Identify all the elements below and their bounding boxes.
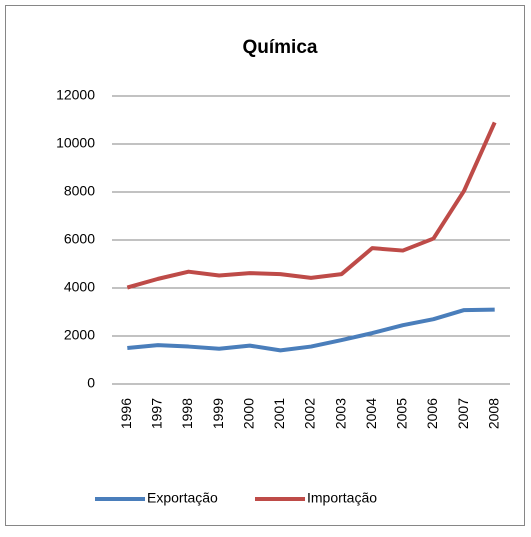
- x-tick-label: 2005: [394, 398, 410, 429]
- y-tick-label: 6000: [64, 231, 95, 247]
- legend-label: Exportação: [147, 490, 218, 506]
- y-tick-label: 12000: [56, 87, 95, 103]
- x-tick-label: 2001: [271, 398, 287, 429]
- y-tick-label: 0: [87, 375, 95, 391]
- series-line: [126, 121, 497, 290]
- x-tick-label: 1998: [179, 398, 195, 429]
- y-tick-label: 4000: [64, 279, 95, 295]
- x-tick-label: 2006: [424, 398, 440, 429]
- x-tick-label: 2002: [302, 398, 318, 429]
- y-tick-label: 8000: [64, 183, 95, 199]
- x-tick-label: 2007: [455, 398, 471, 429]
- x-tick-label: 1996: [118, 398, 134, 429]
- x-tick-label: 2003: [332, 398, 348, 429]
- x-tick-label: 2004: [363, 398, 379, 429]
- chart-title: Química: [243, 37, 318, 58]
- legend-label: Importação: [307, 490, 377, 506]
- chart-frame: [5, 5, 525, 526]
- x-tick-label: 2008: [485, 398, 501, 429]
- y-tick-label: 2000: [64, 327, 95, 343]
- x-tick-label: 1999: [210, 398, 226, 429]
- x-tick-label: 1997: [149, 398, 165, 429]
- x-tick-label: 2000: [240, 398, 256, 429]
- series-line: [127, 307, 495, 353]
- y-tick-label: 10000: [56, 135, 95, 151]
